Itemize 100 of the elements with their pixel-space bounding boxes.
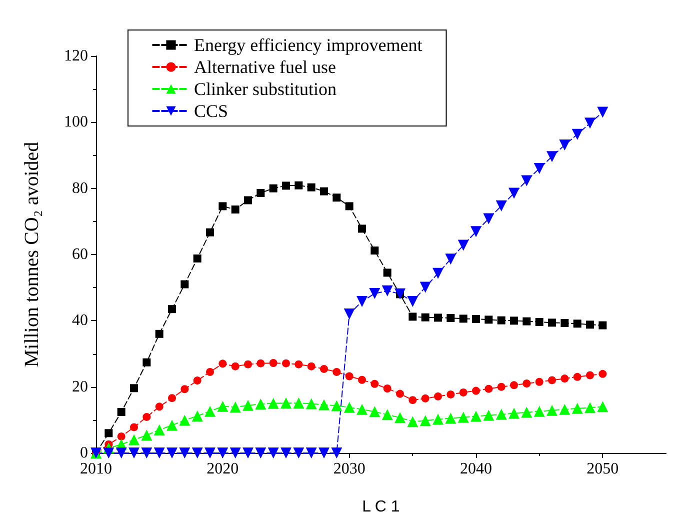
- point: [546, 151, 558, 162]
- point: [586, 371, 594, 380]
- point: [332, 368, 341, 376]
- y-tick-label: 20: [72, 378, 88, 396]
- point: [421, 313, 430, 322]
- point: [434, 392, 442, 400]
- point: [472, 315, 480, 324]
- legend-label: CCS: [194, 101, 228, 121]
- point: [242, 448, 254, 458]
- point: [535, 318, 544, 326]
- point: [307, 362, 316, 370]
- point: [331, 400, 342, 412]
- point: [206, 228, 214, 236]
- point: [256, 359, 265, 368]
- point: [280, 448, 292, 458]
- point: [179, 448, 190, 458]
- legend-label: Energy efficiency improvement: [194, 35, 422, 55]
- point: [294, 360, 303, 368]
- point: [572, 128, 583, 140]
- point: [459, 314, 468, 323]
- point: [484, 316, 493, 324]
- point: [521, 175, 532, 186]
- point: [546, 404, 558, 416]
- point: [344, 402, 355, 413]
- point: [104, 429, 113, 438]
- y-axis-title: Million tonnes CO₂ avoided: [21, 142, 43, 368]
- point: [560, 318, 569, 327]
- y-tick-label: 60: [72, 246, 88, 263]
- point: [218, 202, 227, 210]
- point: [407, 296, 418, 307]
- point: [269, 359, 278, 368]
- point: [534, 406, 545, 417]
- point: [282, 182, 290, 190]
- y-tick-label: 100: [64, 114, 88, 131]
- point: [470, 410, 482, 422]
- point: [445, 412, 456, 424]
- point: [559, 139, 570, 150]
- point: [408, 396, 417, 404]
- point: [293, 398, 304, 409]
- point: [508, 188, 520, 199]
- point: [116, 448, 127, 458]
- point: [358, 224, 366, 233]
- point: [268, 448, 279, 458]
- point: [598, 370, 607, 378]
- point: [420, 282, 431, 293]
- point: [320, 187, 328, 196]
- point: [255, 398, 266, 410]
- point: [155, 402, 164, 411]
- point: [331, 448, 342, 458]
- point: [204, 406, 216, 417]
- point: [572, 402, 583, 414]
- legend-label: Alternative fuel use: [194, 57, 336, 77]
- point: [548, 376, 556, 384]
- point: [458, 412, 469, 423]
- point: [382, 409, 393, 420]
- point: [280, 398, 292, 409]
- point: [117, 432, 126, 440]
- point: [521, 406, 532, 418]
- point: [307, 183, 316, 192]
- point: [168, 305, 176, 314]
- y-tick-label: 40: [72, 312, 88, 330]
- point: [320, 364, 328, 373]
- point: [459, 388, 468, 396]
- point: [598, 321, 607, 330]
- point: [306, 398, 317, 410]
- point: [420, 415, 431, 426]
- point: [217, 448, 228, 458]
- point: [128, 448, 140, 458]
- point: [497, 316, 506, 324]
- point: [597, 106, 608, 118]
- point: [522, 317, 531, 326]
- point: [166, 448, 178, 458]
- point: [370, 246, 379, 255]
- x-tick-label: 2010: [80, 460, 112, 478]
- point: [508, 408, 520, 419]
- point: [560, 374, 569, 383]
- x-tick-label: 2050: [586, 460, 619, 478]
- point: [586, 320, 594, 329]
- point: [356, 296, 368, 307]
- point: [268, 398, 279, 409]
- point: [154, 448, 165, 458]
- point: [483, 410, 494, 421]
- point: [332, 194, 341, 202]
- point: [306, 448, 317, 458]
- x-axis-title: L C 1: [362, 498, 400, 516]
- point: [293, 448, 304, 458]
- point: [141, 430, 152, 441]
- point: [345, 372, 354, 380]
- point: [294, 181, 303, 190]
- point: [573, 320, 582, 328]
- point: [497, 382, 506, 391]
- point: [434, 314, 442, 322]
- x-tick-label: 2020: [206, 460, 239, 478]
- point: [128, 434, 140, 446]
- point: [370, 380, 379, 388]
- point: [496, 200, 507, 212]
- point: [230, 402, 241, 413]
- point: [356, 404, 368, 415]
- point: [510, 316, 518, 325]
- point: [130, 423, 138, 432]
